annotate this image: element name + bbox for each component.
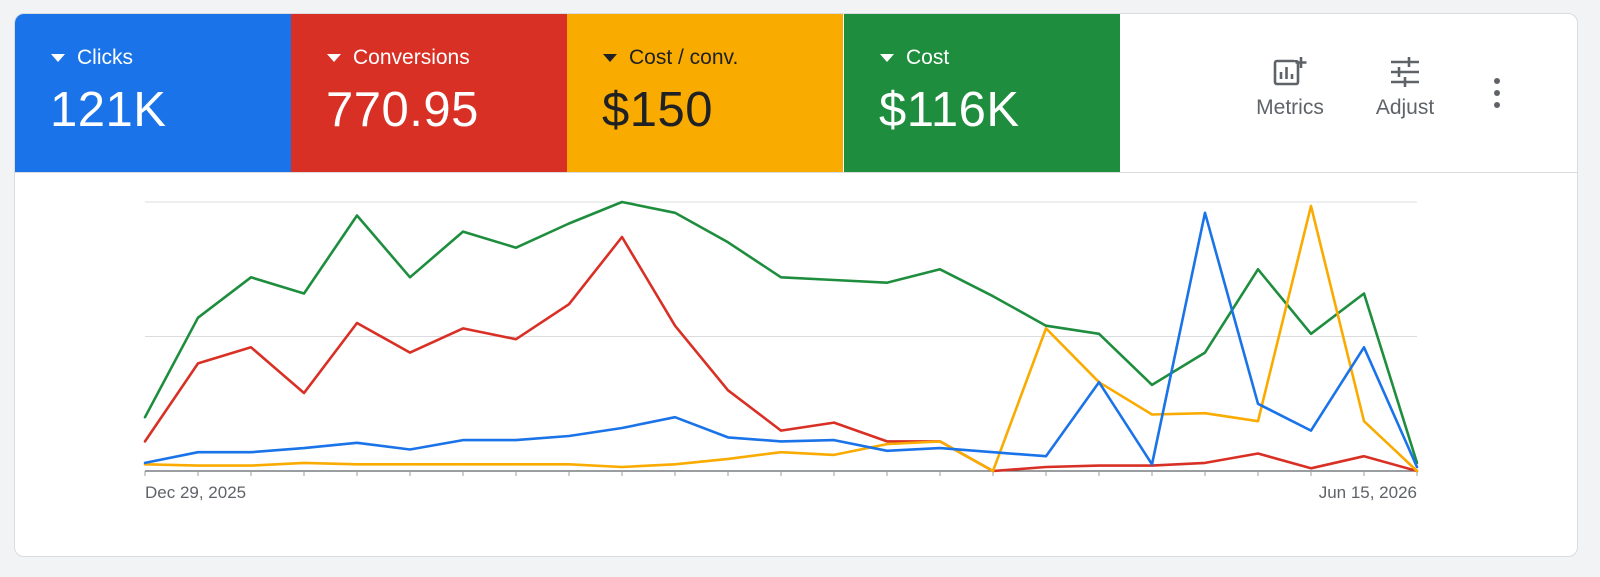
more-options-button[interactable] [1485, 76, 1509, 110]
adjust-label: Adjust [1375, 96, 1435, 119]
series-line-cost-conv [143, 204, 1419, 473]
x-tick-label-end: Jun 15, 2026 [1319, 483, 1417, 502]
metric-tile-cost[interactable]: Cost $116K [844, 14, 1120, 172]
metric-label: Cost / conv. [629, 46, 739, 69]
metric-value: 770.95 [326, 83, 479, 137]
adjust-button[interactable]: Adjust [1355, 56, 1455, 120]
line-chart: Dec 29, 2025 Jun 15, 2026 [143, 200, 1419, 502]
series-line-cost [143, 200, 1419, 465]
caret-down-icon [327, 54, 341, 62]
metrics-button[interactable]: Metrics [1240, 56, 1340, 120]
metrics-header: Clicks 121K Conversions 770.95 Cost / co… [15, 14, 1577, 173]
series-line-clicks [143, 211, 1419, 469]
metric-tile-cost-per-conv[interactable]: Cost / conv. $150 [567, 14, 843, 172]
caret-down-icon [603, 54, 617, 62]
series-line-conversions [143, 235, 1419, 473]
metric-tile-conversions[interactable]: Conversions 770.95 [291, 14, 567, 172]
caret-down-icon [51, 54, 65, 62]
metrics-chart-plus-icon [1273, 56, 1307, 86]
metric-label: Clicks [77, 46, 133, 69]
x-tick-label-start: Dec 29, 2025 [145, 483, 246, 502]
performance-card: Clicks 121K Conversions 770.95 Cost / co… [14, 13, 1578, 557]
metric-tile-clicks[interactable]: Clicks 121K [15, 14, 291, 172]
metric-value: $116K [879, 83, 1020, 137]
metric-label: Conversions [353, 46, 470, 69]
metrics-label: Metrics [1256, 96, 1324, 119]
tune-sliders-icon [1391, 57, 1419, 87]
metric-label: Cost [906, 46, 950, 69]
metric-value: $150 [602, 83, 714, 137]
more-vert-icon [1494, 78, 1500, 108]
metric-value: 121K [50, 83, 167, 137]
caret-down-icon [880, 54, 894, 62]
